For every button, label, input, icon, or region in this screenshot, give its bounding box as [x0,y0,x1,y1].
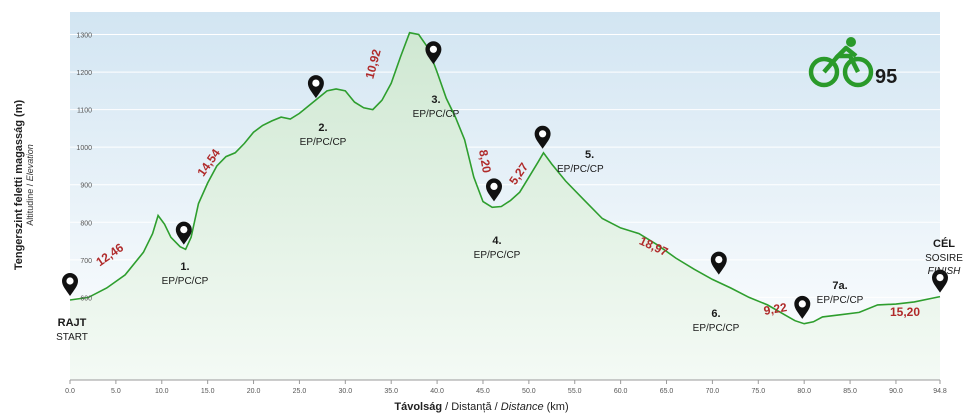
x-tick-label: 0.0 [65,388,75,395]
checkpoint-number: 7a. [832,280,847,292]
y-axis-title-sub: Altitudine / Elevation [25,100,35,270]
pin-hole [715,256,723,264]
checkpoint-pin-icon [932,269,948,293]
x-axis-title-unit: (km) [543,401,569,413]
profile-fill [70,32,940,380]
x-tick-label: 55.0 [568,388,582,395]
x-axis-title-sep1: / [442,401,452,413]
checkpoint-number: 5. [585,149,594,161]
checkpoint-label: EP/PC/CP [474,250,521,261]
checkpoint-label: EP/PC/CP [413,109,460,120]
y-axis-title-ro: Altitudine [25,188,35,226]
x-tick-label: 5.0 [111,388,121,395]
pin-hole [312,79,320,87]
checkpoint-number: 4. [492,235,501,247]
x-ticks: 0.0 5.0 10.0 15.0 20.0 25.0 30.0 35.0 40.0 45.0 50… [65,380,947,395]
y-ticks: 1300 1200 1100 1000 900 800 700 600 [76,33,92,303]
checkpoint-label: EP/PC/CP [817,295,864,306]
checkpoint-label: EP/PC/CP [557,164,604,175]
checkpoint-number: 6. [711,308,720,320]
y-tick-label: 1200 [76,70,92,77]
y-tick-label: 1000 [76,145,92,152]
checkpoint-pin-icon [710,251,727,275]
pin-hole [429,45,437,53]
checkpoint-subtitle: SOSIRE [925,253,963,264]
y-axis-title-sep: / [25,181,35,189]
checkpoint-number: 2. [318,122,327,134]
checkpoint-title: CÉL [933,237,955,250]
x-tick-label: 35.0 [384,388,398,395]
checkpoint-title: RAJT [58,317,87,329]
y-axis-title-en: Elevation [25,144,35,182]
x-tick-label: 90.0 [889,388,903,395]
x-tick-label: 75.0 [751,388,765,395]
pin-hole [798,300,806,308]
y-tick-label: 800 [80,220,92,227]
checkpoint-label: EP/PC/CP [300,137,347,148]
checkpoint-pin-icon [794,295,811,319]
checkpoint-pin-icon [307,75,324,99]
checkpoint-pin-icon [534,125,551,149]
segment-distance-label: 15,20 [890,305,920,319]
x-tick-label: 10.0 [155,388,169,395]
x-tick-label: 80.0 [797,388,811,395]
checkpoint-subtitle: START [56,332,88,343]
x-tick-label: 70.0 [706,388,720,395]
x-axis-title-main: Távolság [394,401,443,413]
y-tick-label: 600 [80,295,92,302]
x-tick-label: 30.0 [339,388,353,395]
pin-hole [66,277,74,285]
checkpoint-pin-icon [425,41,442,65]
x-tick-label: 60.0 [614,388,628,395]
checkpoint-pin-icon [175,221,192,245]
x-tick-label: 25.0 [293,388,307,395]
checkpoint-label: EP/PC/CP [693,323,740,334]
checkpoints: RAJT START 1. EP/PC/CP 2. EP/PC/CP 3. EP/PC/CP 4… [56,41,963,343]
segment-distance-label: 8,20 [476,149,494,175]
x-tick-label: 94.8 [933,388,947,395]
y-axis-title: Tengerszint feletti magasság (m) Altitud… [4,20,44,350]
checkpoint-number: 3. [431,94,440,106]
cyclist-logo-icon [808,37,874,88]
y-tick-label: 1300 [76,33,92,40]
x-tick-label: 40.0 [430,388,444,395]
x-tick-label: 85.0 [843,388,857,395]
x-axis-title-en: Distance [500,401,544,413]
x-axis-title: Távolság / Distanță / Distance (km) [0,401,963,413]
pin-hole [490,182,498,190]
checkpoint-label: EP/PC/CP [162,276,209,287]
checkpoint-pin-icon [486,178,502,202]
x-axis-title-sep2: / [491,401,501,413]
x-tick-label: 65.0 [660,388,674,395]
checkpoint-number: 1. [180,261,189,273]
y-tick-label: 1100 [77,108,92,115]
x-tick-label: 20.0 [247,388,261,395]
y-axis-title-main: Tengerszint feletti magasság (m) [13,99,25,271]
y-tick-label: 900 [80,183,92,190]
checkpoint-subtitle2: FINISH [928,266,962,277]
y-tick-label: 700 [80,258,92,265]
pin-hole [539,130,547,138]
segment-distance-label: 9,22 [763,300,789,318]
pin-hole [936,274,944,282]
x-axis-title-ro: Distanță [451,401,492,413]
x-tick-label: 50.0 [522,388,536,395]
race-number: 95 [875,66,898,88]
x-tick-label: 45.0 [476,388,490,395]
checkpoint-pin-icon [62,273,78,296]
pin-hole [180,226,188,234]
x-tick-label: 15.0 [201,388,215,395]
